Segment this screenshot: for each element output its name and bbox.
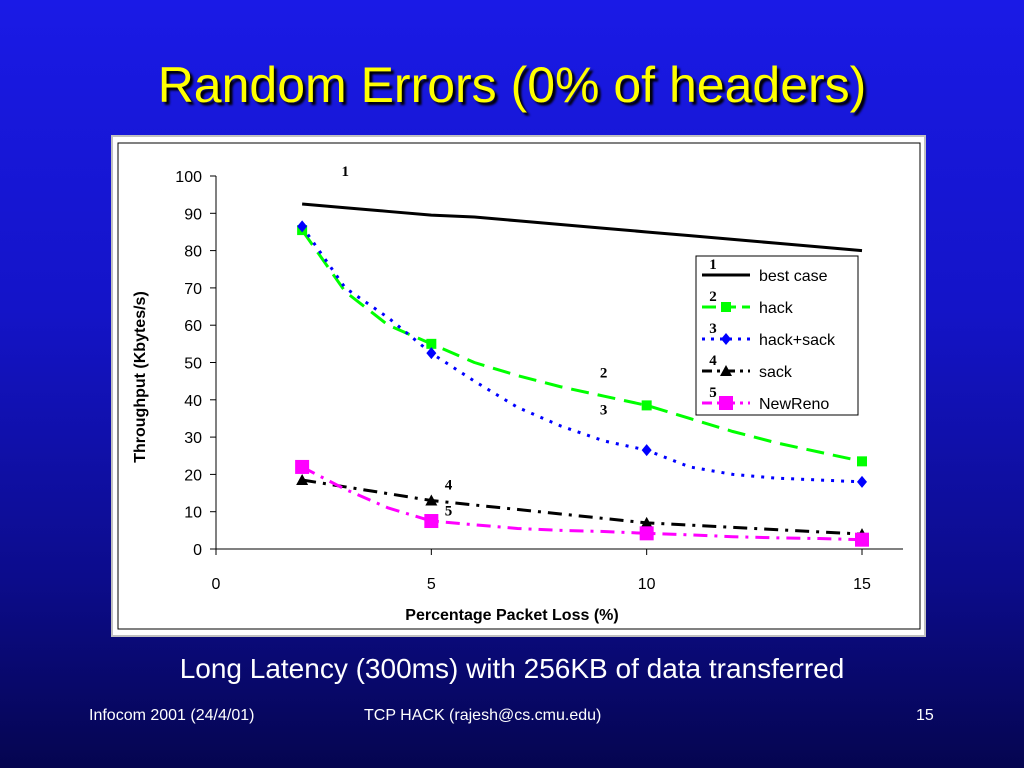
x-tick-label: 10: [638, 576, 656, 593]
series-number-label: 4: [445, 477, 453, 493]
y-tick-label: 40: [184, 393, 202, 410]
legend-label-sack: sack: [759, 364, 793, 381]
series-number-labels: 1 2 3 4 5: [341, 164, 607, 519]
y-tick-label: 10: [184, 505, 202, 522]
series-number-label: 2: [600, 365, 608, 381]
series-newreno: [295, 459, 869, 547]
slide-subtitle: Long Latency (300ms) with 256KB of data …: [179, 653, 845, 684]
legend-label-hack-sack: hack+sack: [759, 332, 836, 349]
x-tick-label: 0: [212, 576, 221, 593]
y-tick-label: 20: [184, 467, 202, 484]
series-best-case: [302, 202, 863, 253]
series-hack-sack: [297, 220, 867, 488]
y-tick-label: 100: [175, 169, 202, 186]
data-point-newreno: [424, 514, 439, 529]
y-tick-label: 0: [193, 542, 202, 559]
series-line-newreno: [301, 465, 863, 542]
data-point-hack-sack: [297, 220, 308, 233]
series-layer: [295, 202, 869, 547]
data-point-sack: [296, 473, 309, 485]
legend-box: [695, 255, 859, 416]
x-axis-title: Percentage Packet Loss (%): [405, 607, 618, 624]
legend-label-hack: hack: [759, 300, 794, 317]
data-point-newreno: [855, 532, 869, 547]
y-tick-label: 50: [184, 356, 202, 373]
data-point-newreno: [295, 459, 310, 474]
y-tick-label: 70: [184, 281, 202, 298]
y-tick-label: 90: [184, 206, 202, 223]
chart-frame: 0 10 20 30 40 50 60 70 80 90 100 0 5 10 15 1 2 3 4 5 1 best…: [111, 135, 926, 637]
data-point-hack-sack: [857, 475, 867, 488]
slide-title: Random Errors (0% of headers): [157, 57, 867, 113]
series-line-hack: [300, 229, 863, 463]
series-number-label: 3: [600, 403, 608, 419]
data-point-hack-sack: [641, 444, 652, 457]
data-point-hack: [426, 338, 437, 349]
legend-number-label: 1: [709, 257, 717, 273]
legend: 1 best case 2 hack 3 hack+sack 4 sack 5 NewReno: [695, 255, 859, 416]
legend-number-label: 2: [709, 289, 717, 305]
data-point-hack: [857, 456, 867, 467]
legend-marker-sack: [720, 365, 732, 376]
data-point-hack: [641, 400, 652, 411]
legend-number-label: 4: [709, 353, 717, 369]
x-tick-label: 15: [853, 576, 871, 593]
line-chart: 0 10 20 30 40 50 60 70 80 90 100 0 5 10 15 1 2 3 4 5 1 best…: [117, 142, 921, 630]
footer-title: TCP HACK (rajesh@cs.cmu.edu): [364, 707, 602, 724]
series-line-best-case: [302, 202, 863, 253]
series-number-label: 5: [445, 503, 453, 519]
x-tick-label: 5: [427, 576, 436, 593]
page-number: 15: [916, 707, 934, 724]
legend-marker-hack: [721, 302, 731, 312]
legend-number-label: 5: [709, 385, 717, 401]
legend-number-label: 3: [709, 321, 717, 337]
legend-marker-newreno: [719, 396, 733, 410]
footer-conference: Infocom 2001 (24/4/01): [89, 707, 255, 724]
series-number-label: 1: [341, 164, 349, 180]
series-line-sack: [301, 478, 863, 536]
y-tick-label: 60: [184, 318, 202, 335]
legend-label-best-case: best case: [759, 268, 828, 285]
data-point-newreno: [639, 526, 654, 541]
data-point-sack: [425, 494, 438, 506]
y-tick-label: 30: [184, 430, 202, 447]
legend-label-newreno: NewReno: [759, 396, 829, 413]
legend-marker-hack-sack: [721, 333, 731, 345]
y-axis-title: Throughput (Kbytes/s): [132, 291, 149, 463]
data-point-hack-sack: [426, 347, 437, 360]
y-tick-label: 80: [184, 244, 202, 261]
data-point-sack: [640, 516, 653, 528]
